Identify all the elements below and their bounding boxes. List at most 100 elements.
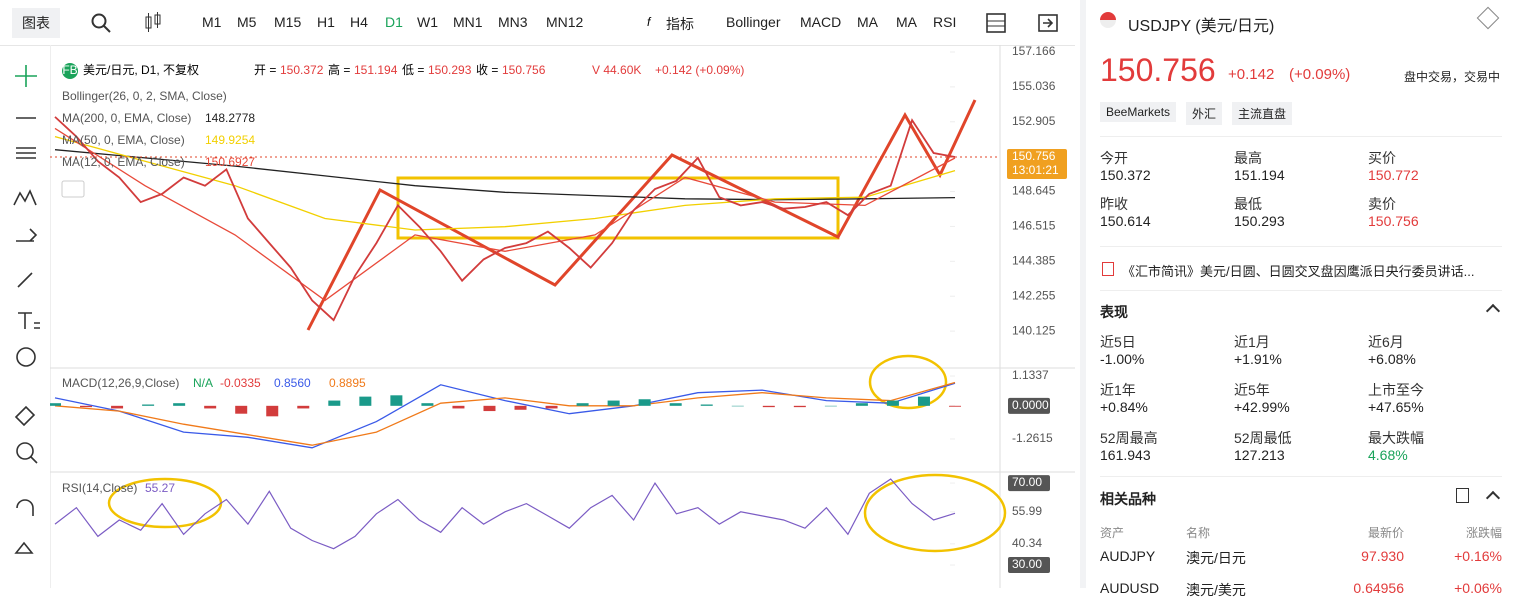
price-badge (1007, 148, 1067, 179)
price-badge-text: 150.756 (1012, 149, 1056, 163)
perf-value: -1.00% (1100, 351, 1145, 367)
perf-label: 近6月 (1368, 334, 1404, 350)
timeframe-button[interactable]: D1 (385, 14, 403, 30)
table-header: 最新价 (1367, 526, 1404, 540)
indicator-label: MA(12, 0, EMA, Close) (62, 155, 185, 169)
divider (1100, 290, 1502, 291)
histogram-bar (731, 405, 744, 407)
perf-label: 近5日 (1100, 334, 1136, 350)
stat-label: 最高 (1234, 150, 1262, 166)
highlight-circle (863, 473, 1007, 553)
histogram-bar (700, 404, 713, 406)
histogram-bar (50, 403, 61, 406)
rsi-title: RSI(14,Close) (62, 481, 137, 495)
volume: V 44.60K (592, 63, 641, 77)
stat-label: 今开 (1100, 150, 1128, 166)
collapse-button[interactable] (1485, 490, 1501, 506)
histogram-bar (669, 403, 682, 406)
indicator-label: MA(200, 0, EMA, Close) (62, 111, 191, 125)
tag: BeeMarkets (1100, 102, 1177, 122)
timeframe-button[interactable]: M15 (274, 14, 302, 30)
histogram-bar (297, 405, 310, 409)
histogram-bar (235, 405, 248, 414)
timeframe-button[interactable]: M1 (202, 14, 222, 30)
indicator-button[interactable]: RSI (933, 14, 957, 30)
favorite-button[interactable] (1476, 6, 1500, 30)
stat-label: 昨收 (1100, 196, 1128, 212)
symbol-title: USDJPY (美元/日元) (1128, 18, 1275, 35)
histogram-bar (204, 405, 217, 409)
macd-value: -0.0335 (220, 376, 261, 390)
histogram-bar (266, 405, 279, 417)
quote-panel: USDJPY (美元/日元) 150.756 +0.142 (+0.09%) 盘中交易，… (1080, 0, 1519, 598)
table-cell: 97.930 (1361, 548, 1404, 564)
indicator-label: MA(50, 0, EMA, Close) (62, 133, 185, 147)
stat-label: 最低 (1234, 196, 1262, 212)
line-series (54, 478, 956, 550)
y-tick-label: 55.99 (1012, 504, 1042, 518)
countdown-text: 13:01:21 (1012, 163, 1059, 177)
indicator-button[interactable]: MA (896, 14, 917, 30)
candle-icon[interactable] (142, 12, 164, 34)
perf-value: 127.213 (1234, 447, 1285, 463)
perf-value: +47.65% (1368, 399, 1424, 415)
list-button[interactable] (1456, 488, 1469, 503)
timeframe-button[interactable]: MN1 (453, 14, 483, 30)
ohlc-value: 150.756 (502, 63, 546, 77)
timeframe-button[interactable]: MN12 (546, 14, 584, 30)
section-title: 表现 (1100, 304, 1128, 320)
histogram-bar (80, 405, 93, 408)
exit-icon[interactable] (1037, 12, 1059, 34)
chart-area: 157.166 155.036 152.905 148.645 146.515 144.3… (50, 45, 1075, 588)
timeframe-button[interactable]: M5 (237, 14, 257, 30)
y-tick-label: -1.2615 (1012, 431, 1053, 445)
indicator-value: 148.2778 (205, 111, 255, 125)
tag: 主流直盘 (1232, 102, 1293, 125)
y-tick-label: 144.385 (1012, 254, 1056, 268)
indicator-button[interactable]: Bollinger (726, 14, 781, 30)
timeframe-button[interactable]: W1 (417, 14, 438, 30)
histogram-bar (390, 395, 403, 406)
indicator-button[interactable]: MACD (800, 14, 842, 30)
perf-label: 最大跌幅 (1368, 430, 1424, 446)
change: +0.142 (+0.09%) (655, 63, 744, 77)
ohlc-value: 150.293 (428, 63, 472, 77)
indicator-value: 150.6927 (205, 155, 255, 169)
tag: 外汇 (1186, 102, 1223, 125)
timeframe-button[interactable]: H1 (317, 14, 335, 30)
y-tick-label: 140.125 (1012, 323, 1056, 337)
y-tick-label: 142.255 (1012, 288, 1056, 302)
histogram-bar (886, 400, 899, 406)
table-cell: 澳元/美元 (1186, 582, 1246, 598)
indicator-label: Bollinger(26, 0, 2, SMA, Close) (62, 89, 227, 103)
table-header: 资产 (1100, 526, 1125, 540)
ohlc-value: 151.194 (354, 63, 398, 77)
table-cell: AUDJPY (1100, 548, 1156, 564)
line-series (54, 116, 956, 322)
perf-label: 近1月 (1234, 334, 1270, 350)
collapse-button[interactable] (1485, 303, 1501, 319)
ohlc-label: 高 = (328, 62, 350, 77)
timeframe-button[interactable]: MN3 (498, 14, 528, 30)
range-box (396, 176, 840, 240)
table-header: 名称 (1186, 526, 1211, 540)
histogram-bar (514, 405, 527, 410)
histogram-bar (949, 405, 961, 407)
symbol-icon (1100, 12, 1116, 28)
indicator-value: 149.9254 (205, 133, 255, 147)
market-status: 盘中交易，交易中 (1404, 70, 1501, 84)
indicator-button[interactable]: MA (857, 14, 878, 30)
y-tick-label: 1.1337 (1012, 368, 1049, 382)
collapse-button (61, 180, 85, 198)
search-icon[interactable] (90, 12, 112, 34)
ohlc-label: 低 = (402, 63, 424, 77)
svg-text:f: f (647, 15, 652, 29)
layout-icon[interactable] (985, 12, 1007, 34)
stat-value: 151.194 (1234, 167, 1285, 183)
timeframe-button[interactable]: H4 (350, 14, 368, 30)
y-tick-label: 0.0000 (1012, 398, 1049, 412)
indicator-menu-button[interactable]: 指标 (666, 16, 694, 32)
chart-menu[interactable]: 图表 (12, 8, 60, 38)
stat-label: 买价 (1368, 150, 1396, 166)
fx-icon[interactable]: f (645, 12, 665, 32)
